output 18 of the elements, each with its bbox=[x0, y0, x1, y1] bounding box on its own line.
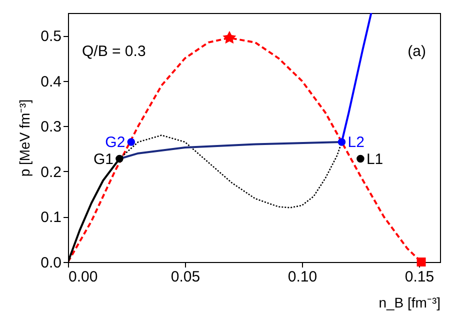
annotation: (a) bbox=[408, 43, 426, 60]
y-tick-label: 0.1 bbox=[40, 209, 62, 226]
series-label: G2 bbox=[105, 134, 126, 152]
x-tick-label: 0.10 bbox=[288, 268, 318, 286]
series-label: G1 bbox=[93, 150, 114, 168]
annotation: Q/B = 0.3 bbox=[82, 43, 146, 60]
x-tick-label: 0.05 bbox=[170, 268, 200, 286]
x-axis-title: n_B [fm⁻³] bbox=[378, 294, 440, 310]
y-tick-label: 0.2 bbox=[40, 164, 62, 181]
y-tick-label: 0.0 bbox=[40, 254, 62, 272]
y-tick-label: 0.4 bbox=[40, 73, 62, 90]
series-label: L1 bbox=[366, 150, 384, 168]
y-axis-title: p [MeV fm⁻³] bbox=[16, 99, 33, 177]
series-label: L2 bbox=[348, 134, 364, 152]
x-tick-label: 0.15 bbox=[404, 268, 434, 286]
y-tick-label: 0.3 bbox=[40, 118, 62, 136]
x-tick-label: 0.00 bbox=[68, 268, 98, 286]
y-tick-label: 0.5 bbox=[40, 28, 62, 46]
